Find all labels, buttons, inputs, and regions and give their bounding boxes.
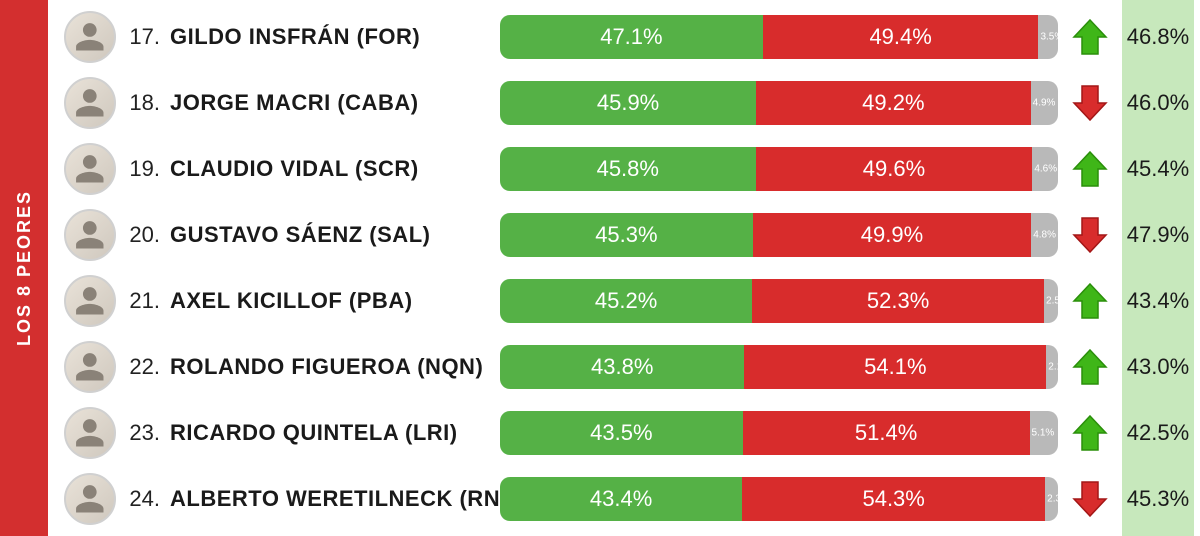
bar-segment-neutral: 5.1% — [1030, 411, 1058, 455]
bar-segment-positive: 43.8% — [500, 345, 744, 389]
rank-number: 23. — [126, 420, 160, 446]
bar-segment-negative: 49.4% — [763, 15, 1039, 59]
bar-segment-neutral: 3.5% — [1038, 15, 1058, 59]
approval-bar: 45.3%49.9%4.8% — [500, 213, 1058, 257]
rank-number: 24. — [126, 486, 160, 512]
bar-segment-negative: 54.3% — [742, 477, 1045, 521]
person-name: ROLANDO FIGUEROA (NQN) — [170, 354, 490, 380]
bar-segment-positive: 45.3% — [500, 213, 753, 257]
person-name: ALBERTO WERETILNECK (RNE) — [170, 486, 490, 512]
bar-segment-neutral: 4.9% — [1031, 81, 1058, 125]
content: 17. GILDO INSFRÁN (FOR) 47.1%49.4%3.5% 46.8… — [48, 0, 1200, 536]
approval-bar: 43.5%51.4%5.1% — [500, 411, 1058, 455]
avatar — [64, 143, 116, 195]
sidebar: LOS 8 PEORES — [0, 0, 48, 536]
bar-segment-positive: 47.1% — [500, 15, 763, 59]
trend-arrow-down — [1068, 479, 1112, 519]
ranking-row: 22.ROLANDO FIGUEROA (NQN)43.8%54.1%2.1%4… — [48, 334, 1200, 400]
bar-segment-negative: 49.9% — [753, 213, 1031, 257]
bar-segment-negative: 54.1% — [744, 345, 1046, 389]
rank-number: 22. — [126, 354, 160, 380]
rank-number: 18. — [126, 90, 160, 116]
previous-value: 45.3% — [1122, 486, 1194, 512]
previous-value: 43.4% — [1122, 288, 1194, 314]
bar-segment-positive: 45.2% — [500, 279, 752, 323]
bar-segment-negative: 49.6% — [756, 147, 1033, 191]
person-name: RICARDO QUINTELA (LRI) — [170, 420, 490, 446]
previous-value: 46.8% — [1122, 24, 1194, 50]
avatar — [64, 341, 116, 393]
avatar — [64, 407, 116, 459]
ranking-row: 17. GILDO INSFRÁN (FOR) 47.1%49.4%3.5% 46.8… — [48, 4, 1200, 70]
trend-arrow-up — [1068, 149, 1112, 189]
avatar — [64, 11, 116, 63]
bar-segment-neutral: 2.3% — [1045, 477, 1058, 521]
person-name: GILDO INSFRÁN (FOR) — [170, 24, 490, 50]
trend-arrow-down — [1068, 83, 1112, 123]
bar-segment-neutral: 2.5% — [1044, 279, 1058, 323]
ranking-row: 20. GUSTAVO SÁENZ (SAL) 45.3%49.9%4.8% 47.9… — [48, 202, 1200, 268]
bar-segment-positive: 43.4% — [500, 477, 742, 521]
approval-bar: 47.1%49.4%3.5% — [500, 15, 1058, 59]
rank-number: 21. — [126, 288, 160, 314]
bar-segment-neutral: 4.8% — [1031, 213, 1058, 257]
person-name: GUSTAVO SÁENZ (SAL) — [170, 222, 490, 248]
bar-segment-positive: 45.9% — [500, 81, 756, 125]
rank-number: 20. — [126, 222, 160, 248]
trend-arrow-up — [1068, 413, 1112, 453]
approval-bar: 43.4%54.3%2.3% — [500, 477, 1058, 521]
previous-value: 43.0% — [1122, 354, 1194, 380]
approval-bar: 45.8%49.6%4.6% — [500, 147, 1058, 191]
bar-segment-negative: 51.4% — [743, 411, 1030, 455]
trend-arrow-down — [1068, 215, 1112, 255]
bar-segment-negative: 49.2% — [756, 81, 1031, 125]
bar-segment-negative: 52.3% — [752, 279, 1044, 323]
sidebar-label: LOS 8 PEORES — [14, 190, 35, 346]
avatar — [64, 473, 116, 525]
previous-value: 42.5% — [1122, 420, 1194, 446]
trend-arrow-up — [1068, 281, 1112, 321]
previous-value: 47.9% — [1122, 222, 1194, 248]
trend-arrow-up — [1068, 17, 1112, 57]
ranking-row: 21. AXEL KICILLOF (PBA) 45.2%52.3%2.5% 43.4… — [48, 268, 1200, 334]
avatar — [64, 209, 116, 261]
ranking-row: 24. ALBERTO WERETILNECK (RNE) 43.4%54.3%2.… — [48, 466, 1200, 532]
previous-value: 46.0% — [1122, 90, 1194, 116]
rank-number: 17. — [126, 24, 160, 50]
bar-segment-neutral: 4.6% — [1032, 147, 1058, 191]
ranking-row: 18. JORGE MACRI (CABA) 45.9%49.2%4.9% 46.0% — [48, 70, 1200, 136]
ranking-rows: 17. GILDO INSFRÁN (FOR) 47.1%49.4%3.5% 46.8… — [48, 0, 1200, 536]
approval-bar: 45.2%52.3%2.5% — [500, 279, 1058, 323]
rank-number: 19. — [126, 156, 160, 182]
person-name: AXEL KICILLOF (PBA) — [170, 288, 490, 314]
approval-bar: 45.9%49.2%4.9% — [500, 81, 1058, 125]
avatar — [64, 275, 116, 327]
bar-segment-neutral: 2.1% — [1046, 345, 1058, 389]
ranking-row: 23.RICARDO QUINTELA (LRI)43.5%51.4%5.1%4… — [48, 400, 1200, 466]
person-name: JORGE MACRI (CABA) — [170, 90, 490, 116]
person-name: CLAUDIO VIDAL (SCR) — [170, 156, 490, 182]
approval-bar: 43.8%54.1%2.1% — [500, 345, 1058, 389]
ranking-row: 19. CLAUDIO VIDAL (SCR) 45.8%49.6%4.6% 45.4… — [48, 136, 1200, 202]
bar-segment-positive: 43.5% — [500, 411, 743, 455]
avatar — [64, 77, 116, 129]
bar-segment-positive: 45.8% — [500, 147, 756, 191]
trend-arrow-up — [1068, 347, 1112, 387]
previous-value: 45.4% — [1122, 156, 1194, 182]
